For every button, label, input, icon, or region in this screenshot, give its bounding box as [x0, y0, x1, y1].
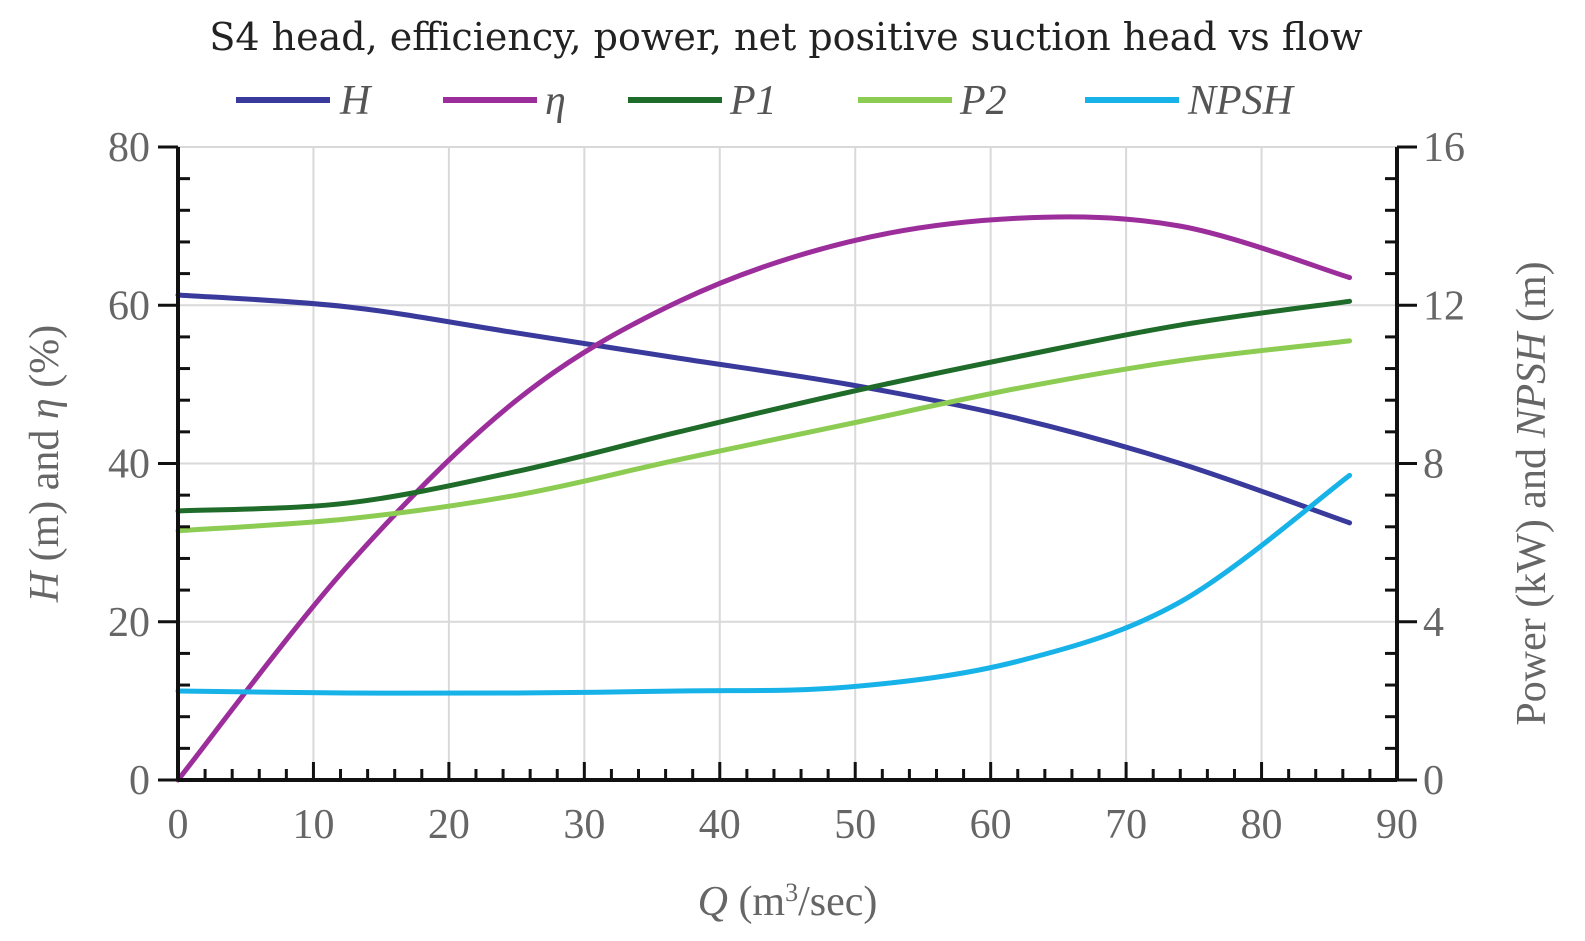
series-lines: [175, 214, 1353, 783]
left-y-tick-label: 0: [129, 758, 150, 804]
x-tick-label: 0: [168, 802, 189, 848]
legend-label-p2: P2: [959, 78, 1007, 124]
legend-label-npsh: NPSH: [1187, 78, 1296, 124]
x-tick-label: 40: [699, 802, 741, 848]
left-y-tick-label: 60: [108, 283, 150, 329]
series-line-p1: [175, 298, 1353, 514]
chart-title: S4 head, efficiency, power, net positive…: [209, 15, 1363, 59]
x-tick-label: 20: [428, 802, 470, 848]
right-y-tick-label: 4: [1423, 600, 1444, 646]
x-tick-label: 70: [1105, 802, 1147, 848]
left-y-tick-label: 40: [108, 442, 150, 488]
series-line-p2: [175, 338, 1353, 534]
legend-label-p1: P1: [729, 78, 777, 124]
left-y-tick-label: 80: [108, 125, 150, 171]
left-y-tick-label: 20: [108, 600, 150, 646]
series-line-npsh: [175, 472, 1353, 696]
x-tick-label: 60: [970, 802, 1012, 848]
right-y-tick-label: 8: [1423, 442, 1444, 488]
legend-label-eta: η: [545, 78, 566, 124]
x-tick-label: 80: [1241, 802, 1283, 848]
x-tick-label: 90: [1376, 802, 1418, 848]
x-axis-title: Q (m3/sec): [698, 878, 878, 926]
series-line-eta: [175, 214, 1353, 783]
series-line-h: [175, 292, 1353, 526]
right-y-tick-label: 16: [1423, 125, 1465, 171]
axes: [158, 145, 1417, 782]
grid-lines: [178, 146, 1398, 780]
right-y-tick-label: 0: [1423, 758, 1444, 804]
legend-label-h: H: [339, 78, 373, 124]
x-tick-label: 30: [563, 802, 605, 848]
x-tick-label: 10: [292, 802, 334, 848]
left-y-axis-title: H (m) and η (%): [22, 325, 68, 603]
right-y-tick-label: 12: [1423, 283, 1465, 329]
right-y-axis-title: Power (kW) and NPSH (m): [1509, 261, 1555, 725]
x-tick-label: 50: [834, 802, 876, 848]
